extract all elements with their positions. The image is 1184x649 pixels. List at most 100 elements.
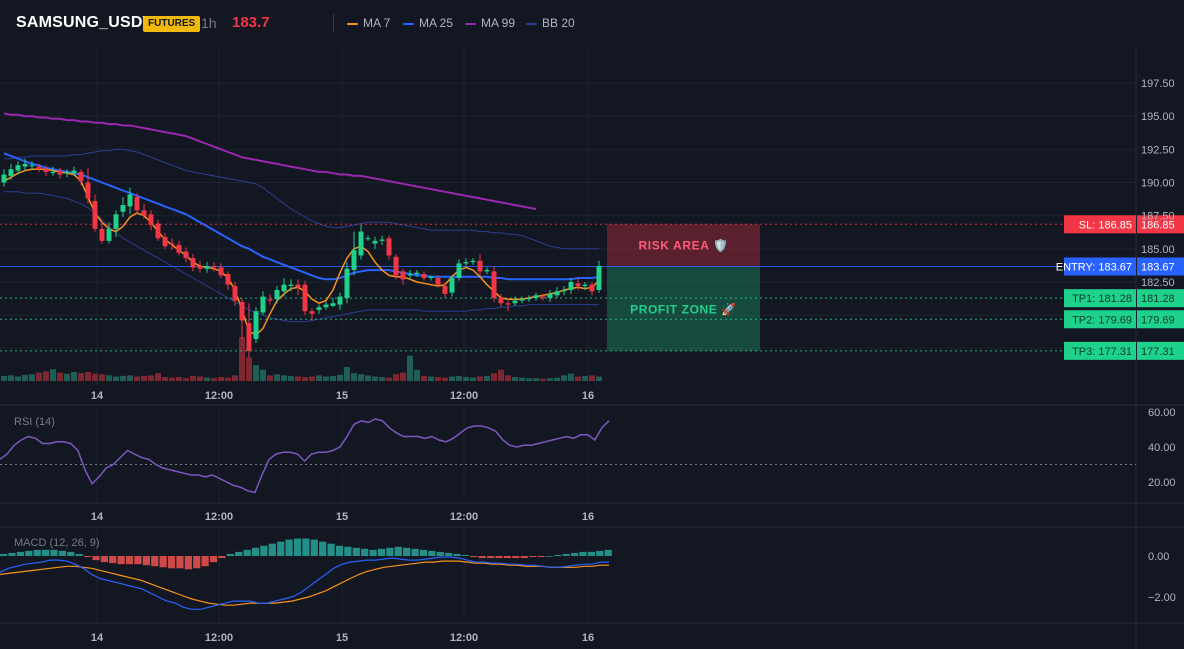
volume-bar <box>267 375 273 381</box>
price-tick-label: 187.50 <box>1141 211 1175 223</box>
candle-body <box>456 263 462 279</box>
tp1-level-tag <box>1064 289 1136 308</box>
macd-histogram-bar <box>167 556 176 569</box>
macd-histogram-bar <box>193 556 201 569</box>
price-tick-label: 182.50 <box>1141 277 1175 289</box>
candle-body <box>232 285 238 301</box>
volume-bar <box>512 377 518 381</box>
volume-bar <box>99 374 105 381</box>
moving-averages <box>3 112 600 337</box>
candle-body <box>85 182 91 199</box>
macd-histogram-bar <box>159 556 167 568</box>
macd-histogram-bar <box>344 546 352 556</box>
volume-bar <box>582 375 588 381</box>
volume-bar <box>421 375 427 381</box>
rsi-tick-label: 20.00 <box>1148 477 1176 489</box>
candle-body <box>78 171 84 182</box>
legend-item-ma7[interactable]: MA 7 <box>347 16 390 30</box>
macd-histogram-bar <box>562 553 570 556</box>
candle-body <box>407 274 413 276</box>
legend-label-ma99: MA 99 <box>481 16 516 30</box>
macd-histogram-bar <box>487 556 495 559</box>
tp3-level-label: TP3: 177.31 <box>1072 346 1132 358</box>
candle-body <box>344 268 350 298</box>
candle-body <box>260 296 266 313</box>
volume-bar <box>218 377 224 381</box>
candle-body <box>253 311 259 340</box>
legend-item-ma25[interactable]: MA 25 <box>403 16 453 30</box>
volume-bar <box>120 375 126 381</box>
candle-body <box>330 303 336 306</box>
volume-bar <box>386 377 392 381</box>
volume-bar <box>176 377 182 381</box>
volume-bar <box>351 373 357 381</box>
candle-body <box>120 205 126 212</box>
candle-body <box>155 223 161 239</box>
macd-histogram-bar <box>92 556 100 561</box>
candle-body <box>246 323 252 351</box>
macd-histogram-bar <box>58 550 66 556</box>
macd-histogram-bar <box>251 547 260 556</box>
candle-body <box>211 266 217 268</box>
price-axes[interactable]: 182.50 185.00 187.50 190.00 192.50 195.00 197.… <box>1141 78 1175 289</box>
legend-item-ma99[interactable]: MA 99 <box>465 16 515 30</box>
volume-bar <box>134 376 140 381</box>
candle-body <box>561 289 567 292</box>
macd-histogram-bar <box>428 550 436 556</box>
candlesticks[interactable] <box>1 158 602 358</box>
candle-body <box>64 171 70 174</box>
rsi-tick-label: 60.00 <box>1148 407 1176 419</box>
tp2-level-tag <box>1064 310 1136 329</box>
macd-histogram-bar <box>579 551 587 556</box>
volume-bar <box>50 369 56 381</box>
volume-bar <box>505 375 511 381</box>
volume-bar <box>393 374 399 381</box>
volume-bar <box>113 376 119 381</box>
entry-level-tag <box>1064 257 1136 276</box>
macd-histogram-bar <box>243 549 251 556</box>
candle-body <box>281 284 287 292</box>
volume-bar <box>498 369 504 381</box>
volume-bar <box>414 369 420 381</box>
legend-item-bb20[interactable]: BB 20 <box>526 16 575 30</box>
volume-bar <box>274 374 280 381</box>
candle-body <box>36 166 42 170</box>
volume-bar <box>309 376 315 381</box>
candle-body <box>589 284 595 292</box>
macd-pane[interactable]: MACD (12, 26, 9) −2.00 0.00 <box>0 537 1176 610</box>
volume-bar <box>232 375 238 381</box>
profit-zone-label: PROFIT ZONE 🚀 <box>630 302 737 316</box>
rsi-pane[interactable]: RSI (14) 20.00 40.00 60.00 <box>0 407 1176 494</box>
volume-bar <box>568 373 574 381</box>
tp1-level-label: TP1: 181.28 <box>1072 293 1132 305</box>
volume-bar <box>533 378 539 381</box>
tp2-axis-tag <box>1137 310 1184 329</box>
macd-histogram-bar <box>587 551 596 556</box>
macd-histogram-bar <box>377 548 386 556</box>
tp3-axis-label: 177.31 <box>1141 346 1175 358</box>
macd-histogram-bar <box>470 556 478 558</box>
volume-bar <box>190 375 196 381</box>
candle-body <box>582 284 588 286</box>
macd-histogram-bar <box>335 545 344 556</box>
volume-bar <box>302 377 308 381</box>
symbol-name[interactable]: SAMSUNG_USDT <box>16 14 153 31</box>
macd-histogram-bar <box>8 552 16 556</box>
volume-bar <box>57 372 63 381</box>
time-axes[interactable]: 14 12:00 15 12:00 16 14 12:00 15 12:00 16 14 12:00 1… <box>91 390 594 644</box>
candle-body <box>540 296 546 298</box>
risk-zone <box>607 224 760 267</box>
volume-bar <box>15 376 21 381</box>
macd-histogram-bar <box>369 549 377 556</box>
time-tick-label: 12:00 <box>450 511 478 523</box>
time-tick-label: 12:00 <box>205 390 233 402</box>
tp2-axis-label: 179.69 <box>1141 314 1175 326</box>
time-tick-label: 12:00 <box>205 632 233 644</box>
candle-body <box>554 291 560 296</box>
macd-histogram-bar <box>226 553 234 556</box>
ma25-line <box>3 152 600 281</box>
volume-bar <box>162 377 168 381</box>
timeframe-label[interactable]: 1h <box>201 15 217 31</box>
volume-bar <box>225 377 231 381</box>
